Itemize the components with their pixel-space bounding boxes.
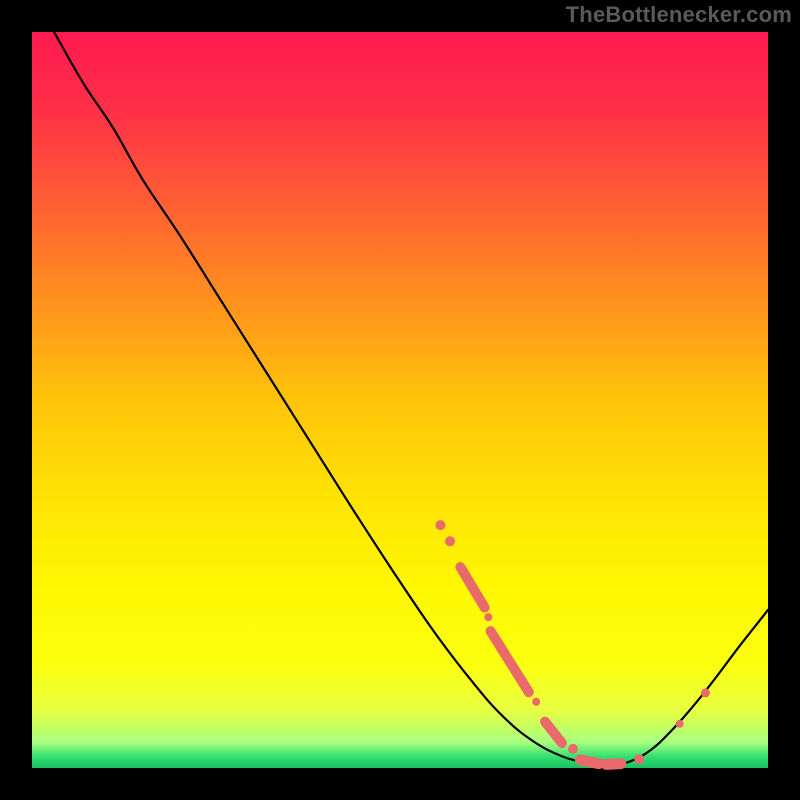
- watermark-text: TheBottlenecker.com: [566, 2, 792, 28]
- chart-frame: TheBottlenecker.com: [0, 0, 800, 800]
- curve-marker: [568, 744, 578, 754]
- curve-marker-pill: [606, 764, 621, 765]
- plot-background: [32, 32, 768, 768]
- curve-marker: [634, 754, 644, 764]
- curve-marker-pill: [580, 760, 598, 764]
- curve-marker: [445, 536, 455, 546]
- curve-marker: [701, 688, 710, 697]
- curve-marker: [484, 613, 492, 621]
- bottleneck-curve-chart: [0, 0, 800, 800]
- curve-marker: [676, 720, 684, 728]
- curve-marker: [435, 520, 445, 530]
- curve-marker: [532, 698, 540, 706]
